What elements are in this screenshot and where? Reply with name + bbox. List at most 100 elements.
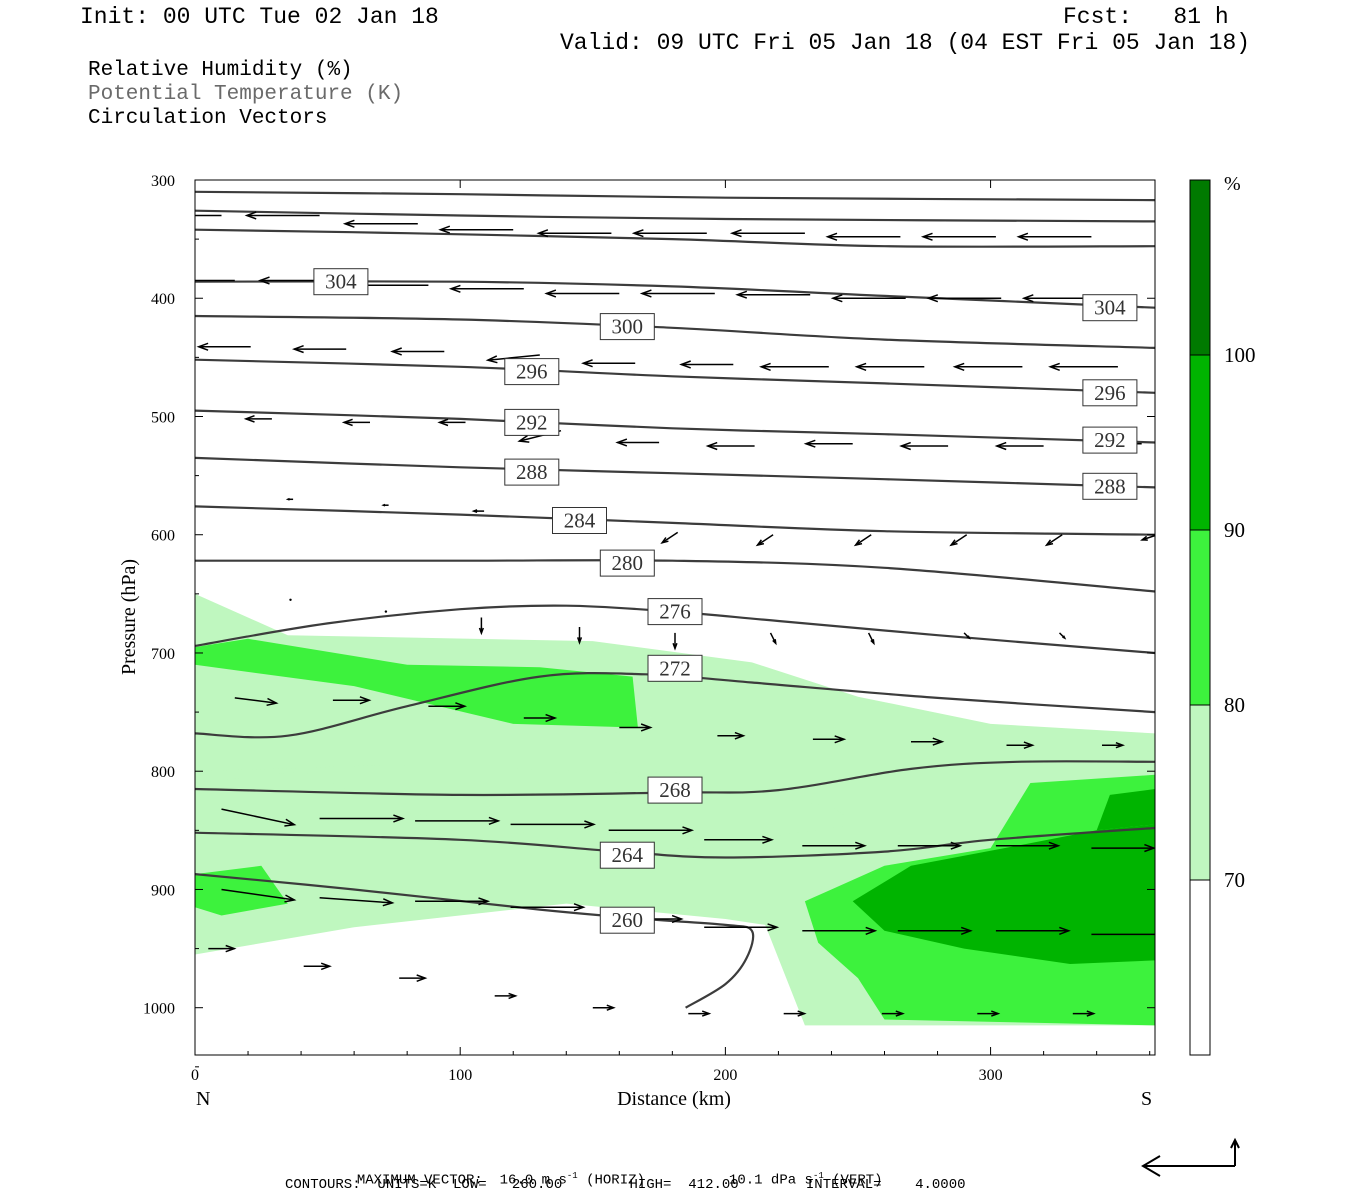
circulation-vector bbox=[221, 888, 297, 903]
colorbar-segment bbox=[1190, 530, 1210, 705]
colorbar-segment bbox=[1190, 705, 1210, 880]
y-axis-title: Pressure (hPa) bbox=[118, 559, 140, 675]
theta-contour-292 bbox=[195, 409, 1155, 444]
circulation-vector bbox=[485, 354, 540, 364]
circulation-vector bbox=[208, 944, 237, 953]
circulation-vector bbox=[825, 232, 901, 241]
circulation-vector bbox=[319, 814, 406, 823]
y-tick-label: 600 bbox=[151, 528, 175, 545]
init-time: Init: 00 UTC Tue 02 Jan 18 bbox=[80, 4, 439, 30]
field-vectors-label: Circulation Vectors bbox=[88, 107, 328, 130]
circulation-vector bbox=[1058, 632, 1067, 640]
contours-info: CONTOURS: UNITS=K LOW= 260.00 HIGH= 412.… bbox=[285, 1177, 966, 1193]
circulation-vector bbox=[471, 509, 485, 514]
circulation-vector bbox=[243, 414, 272, 423]
svg-text:292: 292 bbox=[516, 410, 548, 434]
circulation-vector bbox=[234, 697, 279, 707]
contour-label-296: 296 bbox=[504, 358, 560, 386]
circulation-vector bbox=[581, 359, 636, 368]
circulation-vector bbox=[291, 344, 347, 354]
circulation-vector bbox=[920, 232, 996, 241]
circulation-vector bbox=[952, 362, 1023, 372]
circulation-vector bbox=[592, 1004, 616, 1011]
circulation-vector bbox=[303, 962, 332, 971]
circulation-vector bbox=[244, 211, 320, 220]
max-vert-exponent: -1 bbox=[812, 1171, 824, 1181]
circulation-vector bbox=[510, 820, 596, 829]
max-vector-label: MAXIMUM VECTOR: bbox=[356, 1172, 483, 1189]
circulation-vector bbox=[1102, 741, 1126, 749]
circulation-vector bbox=[381, 503, 389, 507]
max-vert-unit: (VERT) bbox=[832, 1172, 883, 1189]
contour-label-288: 288 bbox=[1082, 472, 1138, 500]
svg-text:272: 272 bbox=[659, 656, 691, 680]
theta-contour-284 bbox=[195, 505, 1155, 536]
circulation-vector bbox=[639, 289, 715, 298]
contour-label-268: 268 bbox=[647, 776, 703, 804]
contour-label-288: 288 bbox=[504, 458, 560, 486]
theta-contour-264 bbox=[195, 826, 1155, 859]
contour-label-276: 276 bbox=[647, 598, 703, 626]
circulation-vector bbox=[995, 841, 1061, 850]
circulation-vector bbox=[963, 632, 971, 640]
circulation-vector bbox=[802, 841, 867, 850]
max-horiz-value: 16.0 m s bbox=[499, 1172, 567, 1189]
circulation-vector bbox=[608, 826, 695, 835]
circulation-vector bbox=[536, 229, 612, 238]
circulation-vector bbox=[735, 290, 811, 299]
circulation-vector bbox=[289, 598, 292, 601]
circulation-vector bbox=[390, 347, 445, 356]
circulation-vector bbox=[1006, 741, 1035, 750]
circulation-vector bbox=[881, 1010, 905, 1017]
contour-label-272: 272 bbox=[647, 654, 703, 682]
circulation-vector bbox=[949, 534, 968, 547]
circulation-vector bbox=[437, 418, 466, 427]
theta-contour-300 bbox=[195, 314, 1155, 349]
svg-text:284: 284 bbox=[564, 509, 596, 533]
svg-text:296: 296 bbox=[1094, 381, 1126, 405]
circulation-vector bbox=[478, 617, 485, 636]
circulation-vector bbox=[672, 632, 678, 651]
theta-contour-276 bbox=[195, 604, 1155, 655]
theta-contour-272 bbox=[195, 671, 1155, 739]
field-theta-label: Potential Temperature (K) bbox=[88, 83, 404, 106]
circulation-vector bbox=[576, 627, 583, 645]
contour-label-260: 260 bbox=[599, 906, 655, 934]
circulation-vector bbox=[679, 360, 734, 369]
circulation-vector bbox=[853, 534, 872, 547]
rh-fill-80-1 bbox=[195, 865, 288, 916]
colorbar: 70 80 90 100 bbox=[1189, 179, 1256, 1056]
circulation-vector bbox=[399, 974, 428, 983]
y-tick-label: 500 bbox=[151, 409, 175, 426]
circulation-vector bbox=[319, 896, 395, 907]
circulation-vector bbox=[342, 219, 418, 228]
reference-vector-icon bbox=[1141, 1137, 1240, 1177]
circulation-vector bbox=[897, 841, 963, 850]
circulation-vector bbox=[729, 229, 805, 238]
y-tick-label: 800 bbox=[151, 764, 175, 781]
circulation-vector bbox=[221, 808, 297, 827]
contour-label-292: 292 bbox=[504, 408, 560, 436]
theta-contour-288 bbox=[195, 456, 1155, 489]
svg-text:300: 300 bbox=[612, 315, 644, 339]
circulation-vector bbox=[332, 696, 372, 705]
circulation-vector bbox=[384, 610, 388, 613]
circulation-vector bbox=[448, 284, 524, 293]
x-tick-label: 100 bbox=[448, 1067, 472, 1084]
circulation-vector bbox=[415, 816, 501, 826]
circulation-vector bbox=[1140, 534, 1155, 541]
circulation-vector bbox=[783, 1010, 807, 1017]
colorbar-level-label: 80 bbox=[1224, 693, 1245, 717]
circulation-vector bbox=[428, 702, 468, 711]
contour-label-304: 304 bbox=[313, 268, 369, 296]
circulation-vector bbox=[619, 723, 653, 732]
theta-contour-268 bbox=[195, 760, 1155, 797]
circulation-vector bbox=[854, 362, 925, 372]
circulation-vector bbox=[867, 632, 875, 646]
circulation-vector bbox=[1091, 930, 1155, 939]
colorbar-segment bbox=[1190, 880, 1210, 1055]
circulation-vector bbox=[523, 713, 558, 723]
rh-fill-80-0 bbox=[195, 638, 638, 728]
x-tick-label: 300 bbox=[979, 1067, 1003, 1084]
